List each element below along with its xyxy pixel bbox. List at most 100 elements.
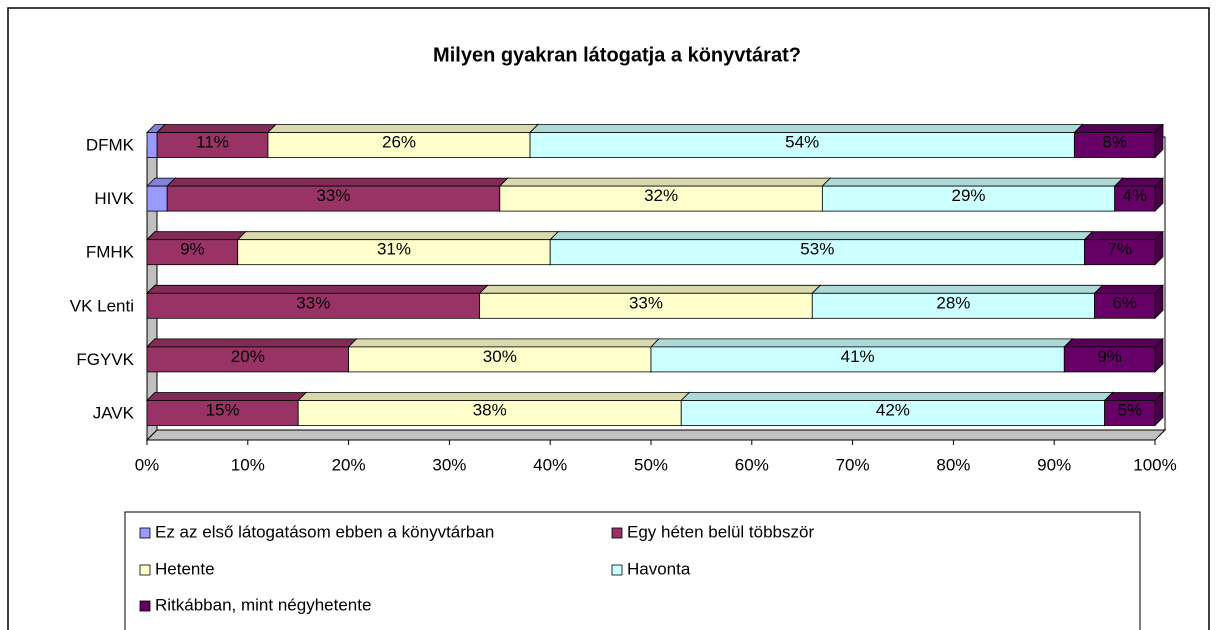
data-label: 9%: [1097, 347, 1122, 366]
bar-front: [297, 400, 682, 426]
bar-top: [811, 284, 1104, 294]
legend: [124, 511, 1141, 630]
bar-front: [267, 132, 531, 158]
y-tick-label: JAVK: [93, 403, 135, 422]
data-label: 20%: [231, 347, 265, 366]
x-tick-label: 100%: [1133, 455, 1176, 474]
bar-front: [529, 132, 1075, 158]
bar-top: [1083, 231, 1164, 241]
data-label: 8%: [1102, 132, 1127, 151]
bar: [146, 284, 489, 320]
bar-front: [650, 346, 1065, 373]
legend-label: Egy héten belül többször: [627, 522, 814, 541]
legend-swatch: [611, 564, 623, 576]
data-label: 30%: [483, 347, 517, 366]
bar-top: [266, 124, 540, 133]
x-tick-label: 90%: [1037, 455, 1071, 474]
bar-top: [478, 284, 822, 294]
x-tick-label: 0%: [135, 455, 160, 474]
bar-front: [499, 185, 823, 212]
data-label: 32%: [644, 186, 678, 205]
bar-top: [146, 392, 308, 401]
legend-label: Hetente: [155, 559, 215, 578]
bar-top: [347, 338, 660, 348]
bar-front: [146, 292, 481, 319]
bar-top: [156, 124, 277, 133]
y-tick-label: DFMK: [86, 135, 135, 154]
x-tick-label: 60%: [735, 455, 769, 474]
bar: [498, 177, 832, 213]
bar-top: [498, 177, 832, 187]
bar: [347, 337, 660, 373]
bar: [1073, 123, 1164, 159]
bar: [166, 177, 509, 213]
legend-swatch: [139, 600, 151, 612]
bar: [266, 123, 540, 159]
chart-title: Milyen gyakran látogatja a könyvtárat?: [433, 44, 801, 66]
bar: [1103, 391, 1164, 427]
y-tick-label: FGYVK: [76, 350, 134, 369]
data-label: 41%: [841, 347, 875, 366]
x-tick-label: 20%: [332, 455, 366, 474]
y-tick-label: FMHK: [86, 243, 135, 262]
y-tick-label: HIVK: [94, 189, 134, 208]
bar-front: [549, 239, 1085, 266]
bar: [1093, 284, 1164, 320]
data-label: 5%: [1118, 400, 1143, 419]
data-label: 26%: [382, 132, 416, 151]
bar-front: [348, 346, 652, 373]
bar: [650, 337, 1074, 373]
bar-front: [821, 185, 1116, 212]
bar-top: [529, 124, 1084, 133]
x-tick-label: 80%: [936, 455, 970, 474]
bar-front: [146, 400, 299, 426]
bar-front: [1073, 132, 1156, 158]
bar-front: [156, 132, 269, 158]
bar: [811, 284, 1104, 320]
bar-front: [1084, 239, 1156, 266]
bar: [821, 177, 1124, 213]
bar-front: [811, 292, 1095, 319]
data-label: 42%: [876, 400, 910, 419]
x-tick-label: 10%: [231, 455, 265, 474]
bar-top: [1073, 124, 1164, 133]
data-label: 9%: [180, 240, 205, 259]
bar-top: [680, 392, 1114, 401]
x-tick-label: 40%: [533, 455, 567, 474]
floor: [145, 429, 1167, 441]
data-label: 31%: [377, 240, 411, 259]
bar: [529, 123, 1084, 159]
bar-top: [1093, 284, 1164, 294]
bar-front: [1104, 400, 1156, 426]
legend-label: Ritkábban, mint négyhetente: [155, 595, 371, 614]
bar-top: [166, 177, 509, 187]
bar-top: [297, 392, 691, 401]
bar-top: [146, 231, 247, 241]
data-label: 54%: [785, 132, 819, 151]
data-label: 33%: [629, 293, 663, 312]
data-label: 11%: [196, 132, 229, 151]
data-label: 33%: [316, 186, 350, 205]
bar-front: [1094, 292, 1156, 319]
bar: [1113, 177, 1164, 213]
bar-top: [1103, 392, 1164, 401]
data-label: 53%: [800, 240, 834, 259]
data-label: 15%: [206, 400, 240, 419]
bar-top: [236, 231, 560, 241]
bar-front: [1063, 346, 1156, 373]
bar-top: [549, 231, 1094, 241]
data-label: 7%: [1107, 240, 1132, 259]
bar-top: [1063, 338, 1164, 348]
legend-swatch: [139, 527, 151, 539]
bar-front: [1114, 185, 1156, 212]
bar-front: [146, 239, 239, 266]
bar-top: [146, 284, 489, 294]
bar-top: [650, 338, 1074, 348]
bar-front: [479, 292, 813, 319]
data-label: 4%: [1123, 186, 1148, 205]
data-label: 33%: [296, 293, 330, 312]
bar-front: [146, 132, 158, 158]
legend-label: Ez az első látogatásom ebben a könyvtárb…: [155, 522, 494, 541]
